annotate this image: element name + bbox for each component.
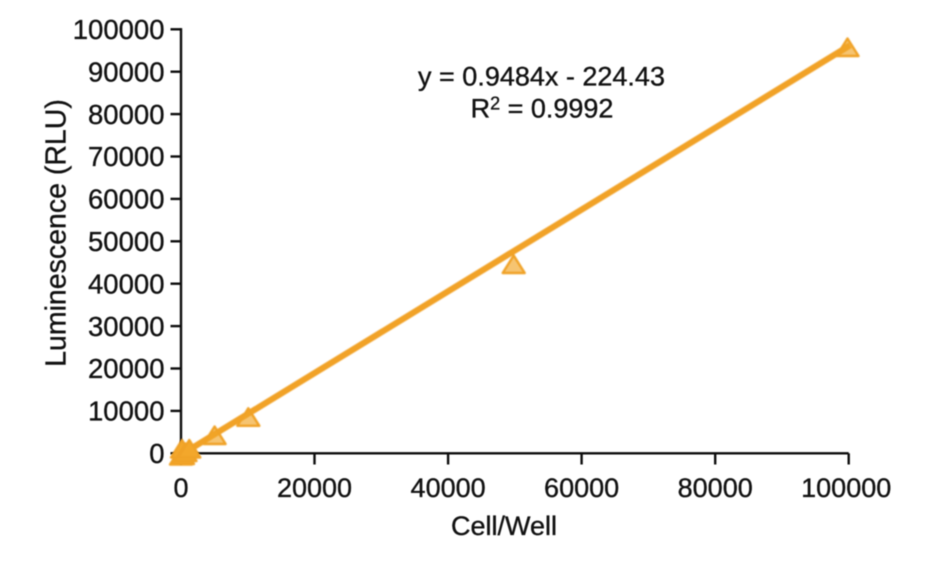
svg-text:60000: 60000: [544, 473, 619, 503]
svg-text:100000: 100000: [801, 473, 891, 503]
svg-text:80000: 80000: [88, 99, 164, 130]
svg-text:y = 0.9484x - 224.43: y = 0.9484x - 224.43: [418, 62, 665, 92]
svg-text:60000: 60000: [88, 184, 164, 215]
svg-text:Cell/Well: Cell/Well: [451, 511, 557, 541]
svg-text:40000: 40000: [88, 268, 164, 299]
svg-text:70000: 70000: [88, 141, 164, 172]
svg-text:10000: 10000: [88, 396, 164, 427]
svg-text:0: 0: [149, 438, 164, 469]
svg-text:20000: 20000: [277, 473, 352, 503]
svg-text:Luminescence (RLU): Luminescence (RLU): [41, 99, 73, 367]
svg-text:80000: 80000: [678, 473, 753, 503]
svg-text:90000: 90000: [88, 56, 164, 87]
svg-text:30000: 30000: [88, 311, 164, 342]
svg-text:50000: 50000: [88, 226, 164, 257]
svg-text:20000: 20000: [88, 353, 164, 384]
svg-text:100000: 100000: [73, 14, 165, 45]
svg-text:40000: 40000: [411, 473, 486, 503]
svg-text:R2 = 0.9992: R2 = 0.9992: [471, 94, 614, 124]
svg-text:0: 0: [173, 473, 188, 503]
